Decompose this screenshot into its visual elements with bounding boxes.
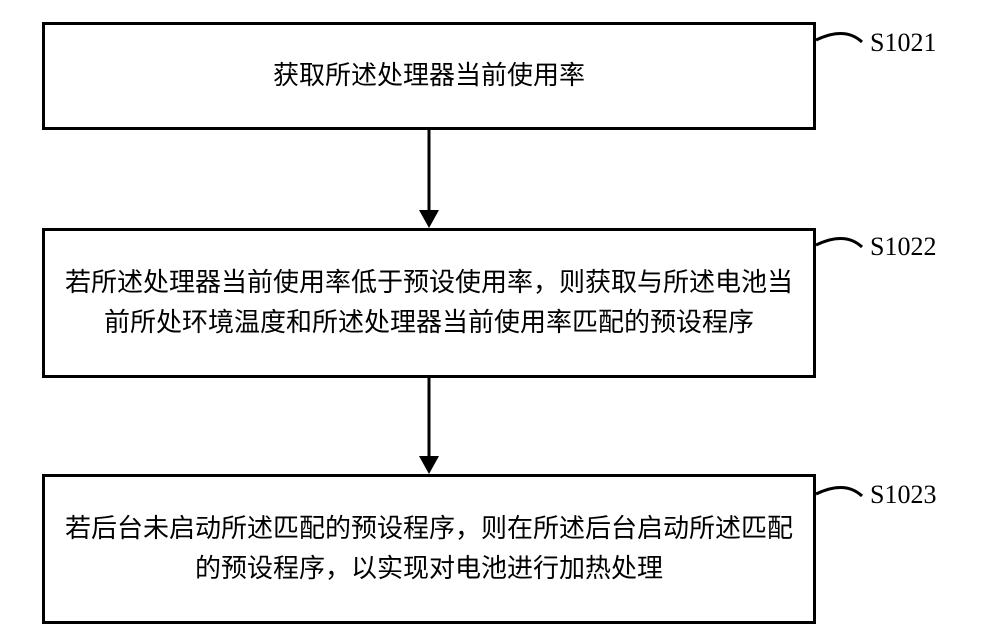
- connector-s1023: [0, 0, 1000, 637]
- flowchart-canvas: 获取所述处理器当前使用率S1021若所述处理器当前使用率低于预设使用率，则获取与…: [0, 0, 1000, 637]
